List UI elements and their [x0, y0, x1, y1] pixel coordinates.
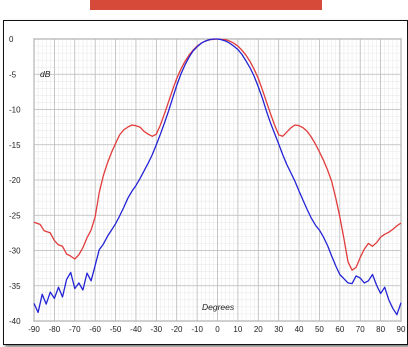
y-tick-labels: 0 -5 -10 -15 -20 -25 -30 -35 -40	[9, 35, 21, 326]
x-tick-label: -50	[110, 325, 122, 334]
series-layer	[33, 38, 402, 316]
y-tick-label: -35	[9, 282, 21, 291]
x-tick-label: -30	[151, 325, 163, 334]
top-banner	[90, 0, 322, 10]
x-tick-label: 10	[233, 325, 242, 334]
x-tick-label: 50	[315, 325, 324, 334]
series-line-2	[33, 38, 402, 316]
x-tick-label: 30	[274, 325, 283, 334]
x-tick-label: 80	[376, 325, 385, 334]
x-tick-label: -70	[69, 325, 81, 334]
y-tick-label: -20	[9, 176, 21, 185]
x-tick-label: 60	[335, 325, 344, 334]
y-axis-label: dB	[40, 69, 51, 79]
y-tick-label: -40	[9, 317, 21, 326]
chart-frame: 0 -5 -10 -15 -20 -25 -30 -35 -40 -90 -80 -70 -60 -50…	[3, 20, 408, 345]
x-tick-label: -90	[28, 325, 40, 334]
x-tick-label: 0	[215, 325, 220, 334]
x-tick-label: 20	[254, 325, 263, 334]
y-tick-label: 0	[9, 35, 14, 44]
radiation-pattern-chart: 0 -5 -10 -15 -20 -25 -30 -35 -40 -90 -80 -70 -60 -50…	[9, 35, 406, 334]
x-tick-label: -60	[89, 325, 101, 334]
x-tick-label: -80	[49, 325, 61, 334]
x-tick-label: -10	[191, 325, 203, 334]
x-tick-label: 90	[397, 325, 406, 334]
x-axis-label: Degrees	[202, 302, 235, 312]
y-tick-label: -30	[9, 247, 21, 256]
x-tick-label: 40	[295, 325, 304, 334]
x-tick-label: 70	[356, 325, 365, 334]
x-tick-label: -40	[130, 325, 142, 334]
y-tick-label: -5	[9, 70, 17, 79]
y-tick-label: -15	[9, 141, 21, 150]
x-tick-label: -20	[171, 325, 183, 334]
y-tick-label: -10	[9, 106, 21, 115]
grid	[33, 38, 402, 322]
y-tick-label: -25	[9, 211, 21, 220]
x-tick-labels: -90 -80 -70 -60 -50 -40 -30 -20 -10 0 10 20 30 40 50 60…	[28, 325, 406, 334]
